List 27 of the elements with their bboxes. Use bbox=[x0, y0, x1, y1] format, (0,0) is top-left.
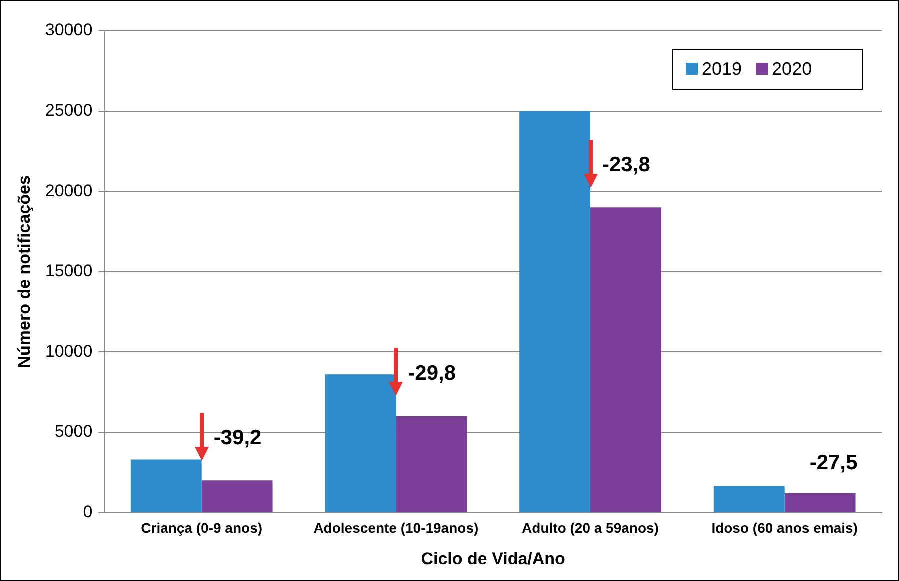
x-axis-title: Ciclo de Vida/Ano bbox=[421, 549, 566, 568]
bar bbox=[130, 460, 202, 512]
y-tick-label: 30000 bbox=[45, 20, 93, 40]
bar bbox=[396, 416, 468, 512]
x-tick-label: Adulto (20 a 59anos) bbox=[522, 520, 659, 536]
bar bbox=[520, 111, 591, 512]
y-tick-label: 0 bbox=[83, 502, 93, 522]
annotation: -39,2 bbox=[214, 426, 262, 450]
legend-label: 2019 bbox=[702, 58, 742, 79]
y-tick-label: 15000 bbox=[45, 262, 93, 281]
bar bbox=[784, 494, 856, 512]
bar bbox=[714, 486, 785, 512]
y-axis-title: Número de notificações bbox=[14, 176, 34, 368]
legend-label: 2020 bbox=[772, 58, 812, 79]
annotation: -23,8 bbox=[602, 153, 651, 176]
y-tick-label: 5000 bbox=[54, 422, 93, 442]
x-tick-label: Idoso (60 anos emais) bbox=[712, 520, 858, 536]
bar bbox=[590, 208, 662, 512]
x-tick-label: Adolescente (10-19anos) bbox=[314, 520, 479, 536]
annotation: -27,5 bbox=[810, 451, 858, 474]
y-tick-label: 25000 bbox=[45, 100, 93, 120]
bar bbox=[202, 480, 273, 512]
x-tick-label: Criança (0-9 anos) bbox=[141, 520, 263, 536]
y-tick-label: 20000 bbox=[45, 181, 93, 200]
annotation: -29,8 bbox=[408, 362, 456, 386]
bar bbox=[325, 374, 396, 512]
y-tick-label: 10000 bbox=[45, 342, 93, 361]
